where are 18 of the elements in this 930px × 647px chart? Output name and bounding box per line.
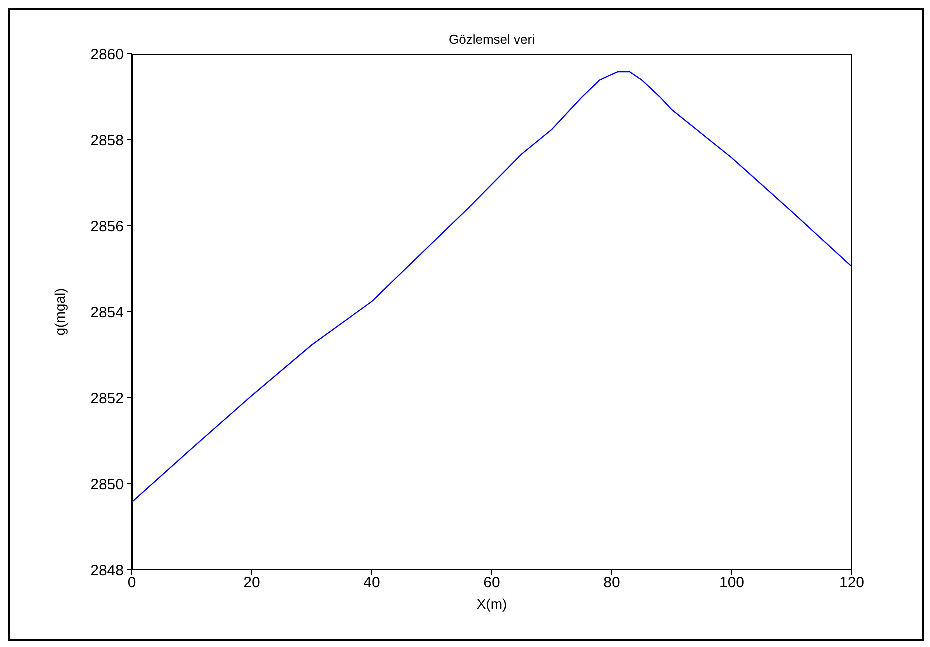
x-tick-label: 0 (128, 574, 136, 592)
y-tick-label: 2854 (90, 304, 124, 322)
y-tick-label: 2848 (90, 562, 124, 580)
x-tick-label: 20 (244, 574, 260, 592)
line-series (132, 71, 852, 504)
chart-title: Gözlemsel veri (448, 32, 536, 47)
y-axis-title: g(mgal) (52, 288, 68, 336)
y-tick-label: 2858 (90, 132, 124, 150)
x-tick-label: 100 (719, 574, 745, 592)
y-tick-label: 2856 (90, 218, 124, 236)
x-tick-label: 80 (604, 574, 620, 592)
y-tick-label: 2850 (90, 476, 124, 494)
x-axis-title: X(m) (476, 596, 508, 612)
x-tick-label: 120 (839, 574, 865, 592)
x-tick-label: 40 (364, 574, 380, 592)
y-tick-label: 2860 (90, 46, 124, 64)
y-tick-label: 2852 (90, 390, 124, 408)
x-tick-label: 60 (484, 574, 500, 592)
